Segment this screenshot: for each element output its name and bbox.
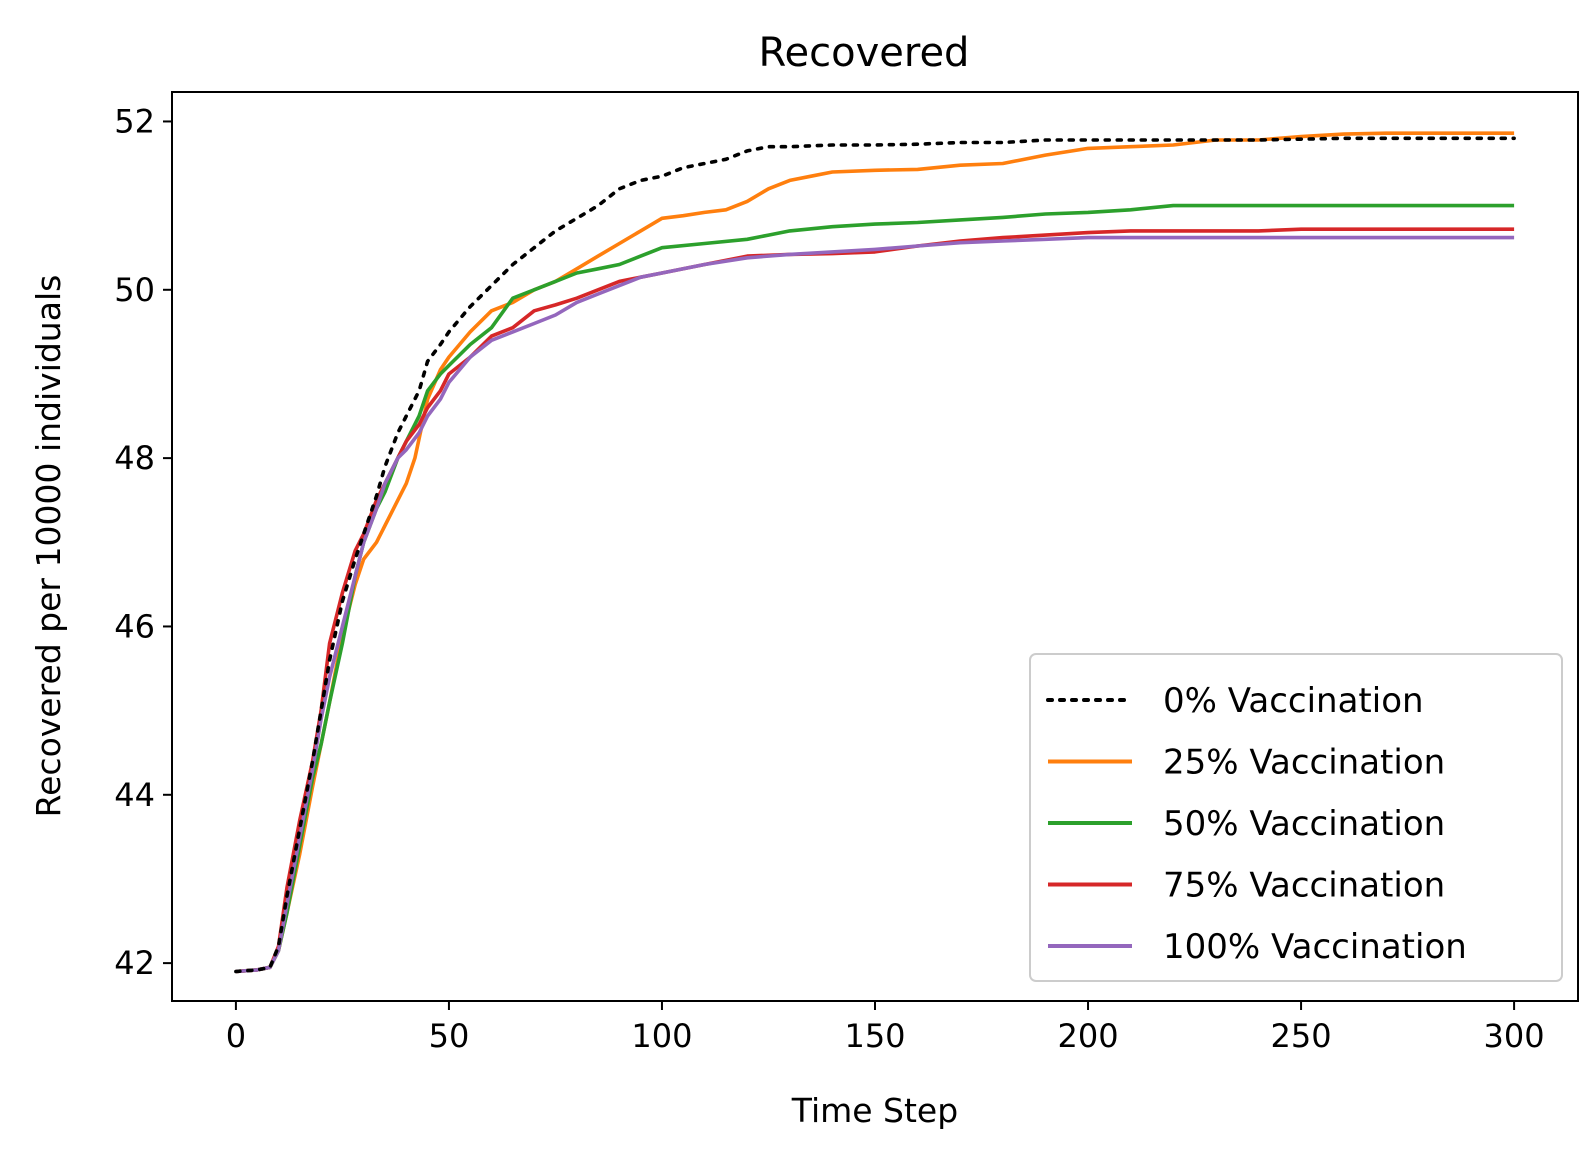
legend-label-2: 50% Vaccination [1163, 804, 1445, 844]
chart-title: Recovered [759, 30, 970, 76]
legend-label-0: 0% Vaccination [1163, 681, 1424, 721]
legend-label-4: 100% Vaccination [1163, 927, 1467, 967]
x-tick-label: 200 [1057, 1017, 1118, 1055]
x-axis: 0 50 100 150 200 250 300 [226, 1001, 1545, 1055]
y-tick-label: 52 [114, 102, 155, 140]
x-tick-label: 0 [226, 1017, 246, 1055]
series-line-4 [235, 235, 1515, 974]
y-axis: 42 44 46 48 50 52 [114, 102, 172, 982]
legend-label-3: 75% Vaccination [1163, 866, 1445, 906]
x-tick-label: 250 [1271, 1017, 1332, 1055]
y-axis-label: Recovered per 10000 individuals [29, 275, 68, 818]
legend-label-1: 25% Vaccination [1163, 743, 1445, 783]
x-tick-label: 50 [429, 1017, 470, 1055]
x-tick-label: 100 [631, 1017, 692, 1055]
legend: 0% Vaccination 25% Vaccination 50% Vaccina… [1029, 653, 1563, 982]
y-tick-label: 48 [114, 439, 155, 477]
series-layer [234, 131, 1516, 974]
series-line-0 [234, 136, 1516, 974]
x-tick-label: 300 [1484, 1017, 1545, 1055]
x-tick-label: 150 [844, 1017, 905, 1055]
x-axis-label: Time Step [791, 1091, 958, 1130]
series-line-3 [235, 227, 1515, 974]
series-line-2 [235, 203, 1515, 974]
y-tick-label: 50 [114, 271, 155, 309]
legend-box [1029, 653, 1563, 982]
y-tick-label: 46 [114, 607, 155, 645]
y-tick-label: 44 [114, 776, 155, 814]
y-tick-label: 42 [114, 944, 155, 982]
